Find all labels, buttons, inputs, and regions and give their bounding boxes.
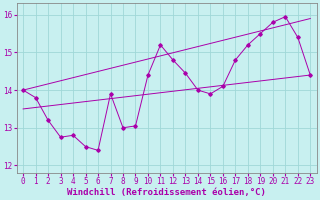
X-axis label: Windchill (Refroidissement éolien,°C): Windchill (Refroidissement éolien,°C) <box>67 188 266 197</box>
